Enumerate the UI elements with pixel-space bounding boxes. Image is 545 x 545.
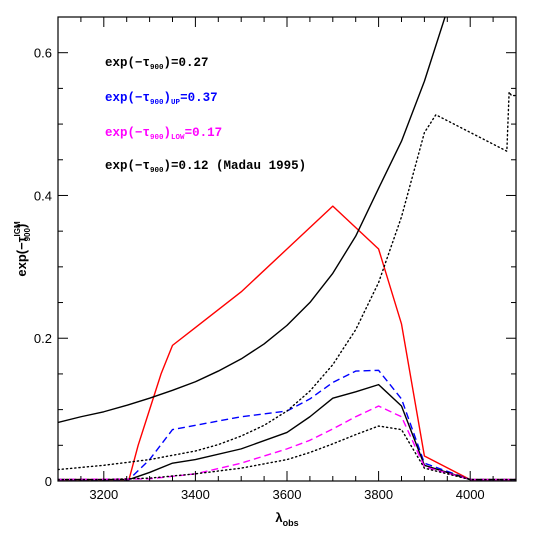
- annotation-close: ): [164, 56, 172, 70]
- x-tick-label: 3600: [273, 487, 302, 502]
- annotation-close: ): [164, 159, 172, 173]
- series-line-3: [58, 383, 516, 481]
- series-layer: [58, 17, 516, 481]
- annotation-close: ): [164, 126, 172, 140]
- annotation-pre: exp(−τ: [105, 91, 150, 105]
- annotation-2: exp(−τ900)UP=0.37: [105, 91, 218, 107]
- y-tick-label: 0.6: [34, 46, 52, 61]
- series-line-2: [58, 369, 516, 481]
- y-axis-label-sub: 900: [23, 227, 32, 241]
- y-tick-label: 0.4: [34, 188, 52, 203]
- series-line-7: [58, 91, 516, 471]
- annotation-sub2: UP: [171, 99, 181, 107]
- annotation-sub: 900: [150, 99, 164, 107]
- annotation-4: exp(−τ900)=0.12 (Madau 1995): [105, 159, 306, 175]
- annotation-pre: exp(−τ: [105, 56, 150, 70]
- y-tick-label: 0.2: [34, 331, 52, 346]
- x-tick-label: 3800: [364, 487, 393, 502]
- y-tick-label: 0: [45, 474, 52, 489]
- y-axis-label: exp(−τIGM900): [13, 221, 32, 277]
- annotation-1: exp(−τ900)=0.27: [105, 56, 209, 72]
- annotation-sub: 900: [150, 134, 164, 142]
- x-tick-label: 4000: [456, 487, 485, 502]
- annotation-close: ): [164, 91, 172, 105]
- annotation-pre: exp(−τ: [105, 126, 150, 140]
- y-axis-label-main: exp(−τ: [14, 236, 29, 276]
- axes-layer: 3200 3400 3600 3800 4000 0 0.2 0.4 0.6 λobs exp(−τ…: [13, 16, 517, 528]
- y-axis-label-close: ): [14, 224, 29, 228]
- y-axis-label-sup: IGM: [13, 221, 22, 236]
- x-axis-label-sub: obs: [283, 518, 299, 528]
- annotation-layer: exp(−τ900)=0.27exp(−τ900)UP=0.37exp(−τ90…: [105, 56, 306, 175]
- annotation-sub: 900: [150, 167, 164, 175]
- annotation-value: =0.27: [171, 56, 209, 70]
- annotation-value: =0.17: [185, 126, 223, 140]
- series-line-1: [58, 205, 516, 481]
- annotation-sub: 900: [150, 64, 164, 72]
- annotation-sub2: LOW: [171, 134, 185, 142]
- x-tick-label: 3400: [181, 487, 210, 502]
- annotation-3: exp(−τ900)LOW=0.17: [105, 126, 222, 142]
- x-axis-label-main: λ: [275, 510, 283, 525]
- series-line-6: [58, 17, 446, 424]
- annotation-value: =0.37: [180, 91, 218, 105]
- annotation-value: =0.12 (Madau 1995): [171, 159, 306, 173]
- annotation-pre: exp(−τ: [105, 159, 150, 173]
- x-tick-label: 3200: [89, 487, 118, 502]
- x-axis-label: λobs: [275, 510, 298, 528]
